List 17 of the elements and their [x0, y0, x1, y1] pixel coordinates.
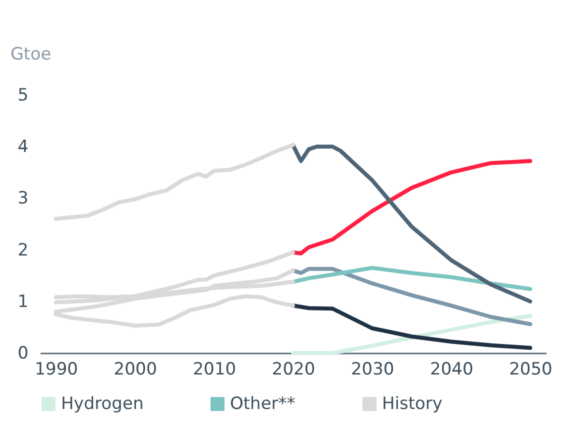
- x-tick-label: 2050: [509, 360, 552, 380]
- legend-label: Other**: [230, 394, 296, 414]
- x-tick-label: 2020: [272, 360, 316, 380]
- x-tick-label: 2030: [350, 360, 394, 380]
- x-tick-label: 1990: [34, 360, 78, 380]
- y-tick-label: 3: [18, 188, 28, 209]
- x-tick-label: 2010: [192, 360, 236, 380]
- y-tick-label: 4: [18, 137, 28, 158]
- legend-label: Hydrogen: [61, 394, 144, 414]
- y-tick-label: 5: [18, 86, 28, 106]
- x-tick-label: 2040: [430, 360, 474, 380]
- y-tick-label: 0: [18, 344, 28, 364]
- y-axis-title: Gtoe: [10, 44, 52, 64]
- x-tick-label: 2000: [114, 360, 158, 380]
- y-tick-label: 2: [18, 240, 28, 260]
- y-tick-label: 1: [18, 292, 28, 312]
- legend-label: History: [382, 394, 442, 414]
